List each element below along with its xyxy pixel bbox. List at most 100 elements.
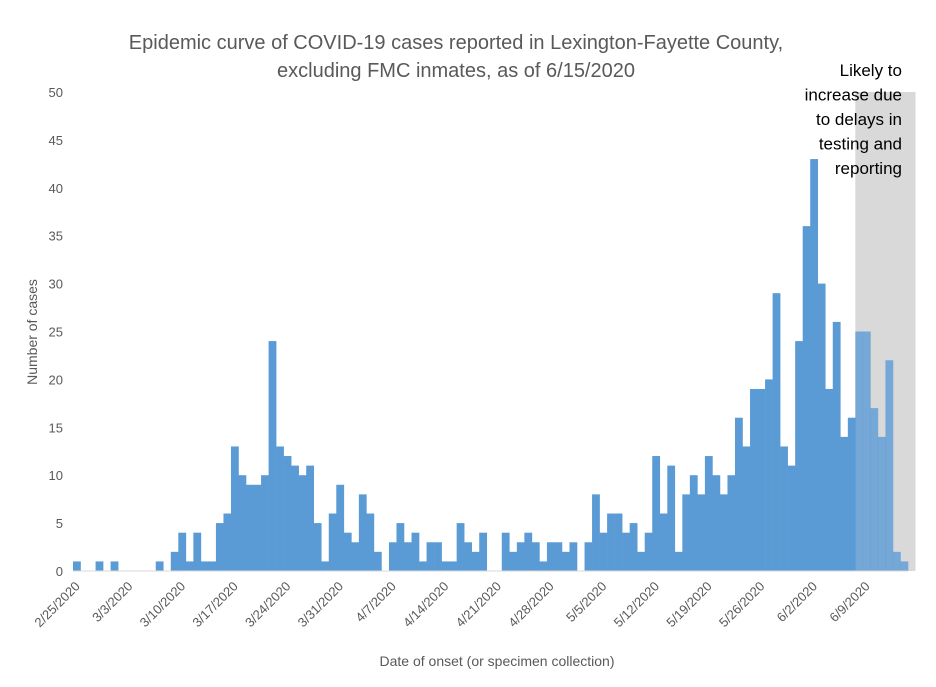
bar <box>313 523 322 571</box>
bar <box>772 293 781 571</box>
annotation-line: to delays in <box>816 110 902 129</box>
bar <box>291 465 299 571</box>
bar <box>734 417 743 571</box>
x-tick-label: 4/7/2020 <box>352 579 398 625</box>
y-tick-label: 5 <box>56 516 63 531</box>
bar <box>554 542 563 571</box>
bar <box>780 446 788 571</box>
bar <box>787 465 796 571</box>
bar <box>193 532 202 571</box>
bar <box>471 551 480 571</box>
bar <box>95 561 104 571</box>
bar <box>614 513 623 571</box>
bar <box>531 542 540 571</box>
bar <box>343 532 352 571</box>
bar <box>802 226 811 571</box>
bar <box>419 561 427 571</box>
bar <box>509 551 518 571</box>
bars-layer <box>73 159 909 571</box>
bar <box>479 532 488 571</box>
bar <box>73 561 81 571</box>
bar <box>817 283 826 571</box>
bar <box>652 456 661 571</box>
bar <box>592 494 600 571</box>
y-tick-label: 15 <box>49 420 63 435</box>
y-tick-label: 20 <box>49 372 63 387</box>
bar <box>667 465 676 571</box>
bar <box>298 475 307 571</box>
bar <box>644 532 653 571</box>
bar <box>434 542 442 571</box>
x-tick-label: 3/10/2020 <box>137 579 189 631</box>
x-tick-label: 6/9/2020 <box>826 579 872 625</box>
bar <box>757 388 766 571</box>
bar <box>411 532 420 571</box>
annotation-line: testing and <box>819 135 902 154</box>
bar <box>795 341 803 571</box>
x-tick-label: 4/21/2020 <box>453 579 505 631</box>
bar <box>276 446 284 571</box>
bar <box>704 456 713 571</box>
bar <box>246 484 254 571</box>
bar <box>674 551 683 571</box>
x-tick-label: 5/19/2020 <box>663 579 715 631</box>
bar <box>388 542 397 571</box>
x-tick-label: 4/28/2020 <box>505 579 557 631</box>
y-axis-title: Number of cases <box>24 279 40 385</box>
bar <box>832 321 841 571</box>
bar <box>185 561 194 571</box>
bar <box>261 475 269 571</box>
bar <box>561 551 570 571</box>
bar <box>629 523 638 571</box>
y-tick-label: 30 <box>49 277 63 292</box>
bar <box>607 513 615 571</box>
bar <box>403 542 412 571</box>
bar <box>892 551 901 571</box>
bar <box>336 484 345 571</box>
bar <box>155 561 164 571</box>
chart-title-line-1: Epidemic curve of COVID-19 cases reporte… <box>129 32 783 54</box>
bar <box>870 408 879 571</box>
bar <box>765 379 773 571</box>
x-tick-label: 5/5/2020 <box>563 579 609 625</box>
bar <box>238 475 247 571</box>
bar <box>223 513 232 571</box>
bar <box>110 561 119 571</box>
bar <box>622 532 630 571</box>
x-tick-label: 3/31/2020 <box>295 579 347 631</box>
bar <box>659 513 668 571</box>
x-tick-label: 4/14/2020 <box>400 579 452 631</box>
bar <box>501 532 510 571</box>
y-tick-label: 10 <box>49 468 63 483</box>
bar <box>877 436 886 571</box>
bar <box>689 475 698 571</box>
bar <box>855 331 864 571</box>
y-tick-label: 45 <box>49 133 63 148</box>
y-tick-labels: 0 5 10 15 20 25 30 35 40 45 50 <box>49 85 63 579</box>
bar <box>847 417 856 571</box>
bar <box>524 532 533 571</box>
annotation-line: reporting <box>835 159 902 178</box>
bar <box>178 532 187 571</box>
bar <box>810 159 819 571</box>
bar <box>546 542 555 571</box>
bar <box>373 551 382 571</box>
bar <box>215 523 224 571</box>
bar <box>840 436 849 571</box>
bar <box>208 561 217 571</box>
bar <box>900 561 909 571</box>
bar <box>599 532 608 571</box>
bar <box>464 542 472 571</box>
bar <box>283 456 292 571</box>
bar <box>862 331 871 571</box>
bar <box>268 341 277 571</box>
bar <box>539 561 548 571</box>
x-tick-label: 3/3/2020 <box>89 579 135 625</box>
bar <box>426 542 435 571</box>
y-tick-label: 35 <box>49 229 63 244</box>
bar <box>750 388 758 571</box>
x-tick-label: 5/12/2020 <box>611 579 663 631</box>
bar <box>584 542 593 571</box>
